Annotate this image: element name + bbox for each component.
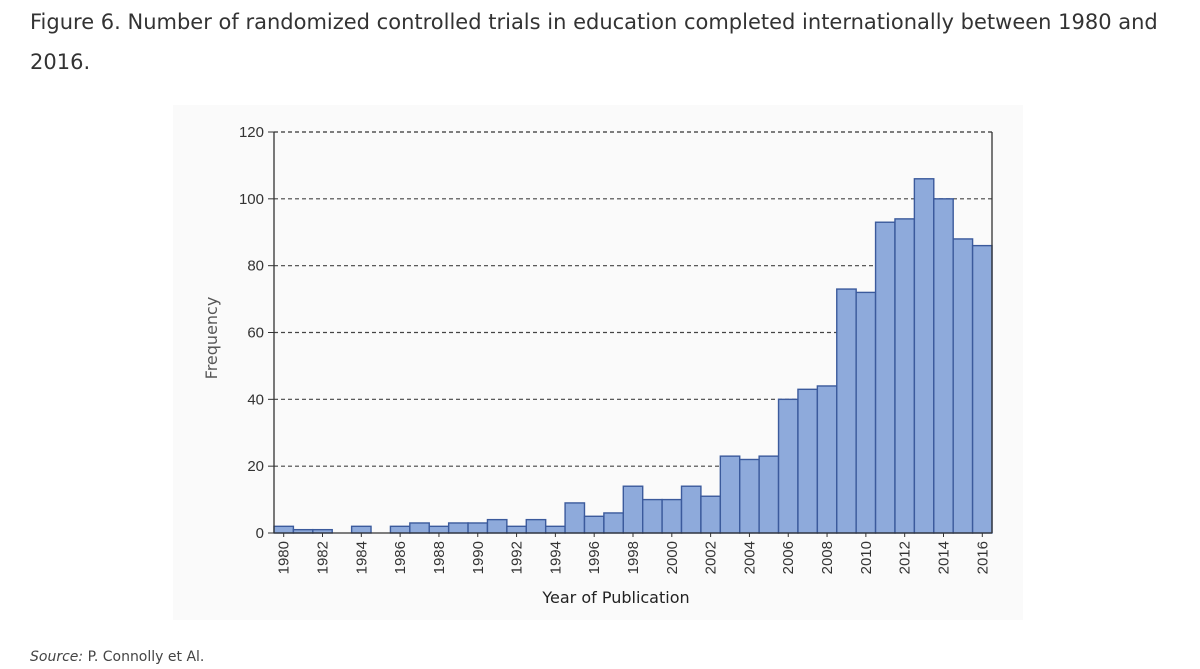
x-axis-label: Year of Publication [541, 588, 689, 607]
x-tick-label-1994: 1994 [547, 541, 564, 574]
bar-1995 [564, 502, 586, 534]
x-tick-label-2000: 2000 [664, 541, 681, 574]
bar-2009 [836, 288, 857, 534]
x-tick-label-1984: 1984 [353, 541, 370, 574]
bar-1984 [350, 525, 372, 534]
y-tick-label-20: 20 [247, 458, 264, 475]
bar-1999 [642, 498, 663, 534]
bar-chart: 0 20 40 60 80 100 120 1980 1982 1984 1986 1988 1990… [202, 124, 993, 607]
y-tick-labels: 0 20 40 60 80 100 120 [239, 124, 264, 542]
source-note: Source: P. Connolly et Al. [30, 649, 204, 665]
bar-2001 [680, 485, 702, 534]
x-tick-label-1988: 1988 [431, 541, 448, 574]
x-tick-labels: 1980 1982 1984 1986 1988 1990 1992 1994 1996 1998… [276, 541, 992, 574]
bar-2000 [661, 498, 683, 534]
chart-panel: 0 20 40 60 80 100 120 1980 1982 1984 1986 1988 1990… [173, 105, 1023, 620]
x-tick-label-2012: 2012 [897, 541, 914, 574]
bar-1986 [389, 525, 411, 534]
x-tick-label-2010: 2010 [858, 541, 875, 574]
x-tick-label-2014: 2014 [935, 541, 952, 574]
bar-2014 [933, 198, 954, 534]
bar-1990 [467, 522, 489, 534]
x-tick-label-2008: 2008 [819, 541, 836, 574]
bar-1998 [622, 485, 644, 534]
bar-2010 [855, 291, 877, 534]
y-tick-label-80: 80 [247, 258, 264, 275]
bar-2007 [797, 388, 819, 534]
y-tick-label-60: 60 [247, 325, 264, 342]
bar-1991 [486, 518, 508, 534]
axes [268, 131, 993, 537]
bar-1988 [428, 525, 450, 534]
x-tick-label-1982: 1982 [315, 541, 332, 574]
x-tick-label-1992: 1992 [509, 541, 526, 574]
source-text: P. Connolly et Al. [87, 649, 205, 665]
bar-2008 [816, 385, 838, 534]
bar-1989 [447, 522, 469, 534]
bar-1997 [603, 512, 624, 534]
y-tick-label-40: 40 [247, 391, 264, 408]
y-axis-label: Frequency [202, 297, 221, 380]
source-label: Source: [30, 649, 84, 665]
bar-1992 [506, 525, 527, 534]
x-tick-label-2004: 2004 [741, 541, 758, 574]
bar-2002 [700, 495, 722, 534]
bar-2013 [913, 178, 935, 534]
bar-2006 [777, 398, 799, 534]
bar-1980 [273, 525, 295, 534]
y-tick-label-120: 120 [239, 124, 264, 141]
x-tick-label-1996: 1996 [586, 541, 603, 574]
x-tick-label-1986: 1986 [392, 541, 409, 574]
x-tick-label-1998: 1998 [625, 541, 642, 574]
bar-1993 [525, 518, 547, 534]
bar-2005 [758, 455, 780, 534]
figure-caption: Figure 6. Number of randomized controlle… [30, 10, 1158, 74]
bar-1996 [583, 515, 605, 534]
x-tick-label-2006: 2006 [780, 541, 797, 574]
bar-2016 [971, 244, 993, 534]
bar-2004 [739, 458, 760, 534]
y-tick-label-100: 100 [239, 191, 264, 208]
bar-2012 [894, 218, 916, 534]
bar-1987 [409, 522, 430, 534]
x-tick-label-1980: 1980 [276, 541, 293, 574]
bar-1994 [544, 525, 566, 534]
bar-2015 [952, 238, 974, 534]
bars [273, 178, 993, 534]
bar-2003 [719, 455, 741, 534]
x-tick-label-2016: 2016 [974, 541, 991, 574]
x-tick-label-2002: 2002 [703, 541, 720, 574]
x-tick-label-1990: 1990 [470, 541, 487, 574]
y-tick-label-0: 0 [256, 525, 264, 542]
bar-2011 [874, 221, 896, 534]
